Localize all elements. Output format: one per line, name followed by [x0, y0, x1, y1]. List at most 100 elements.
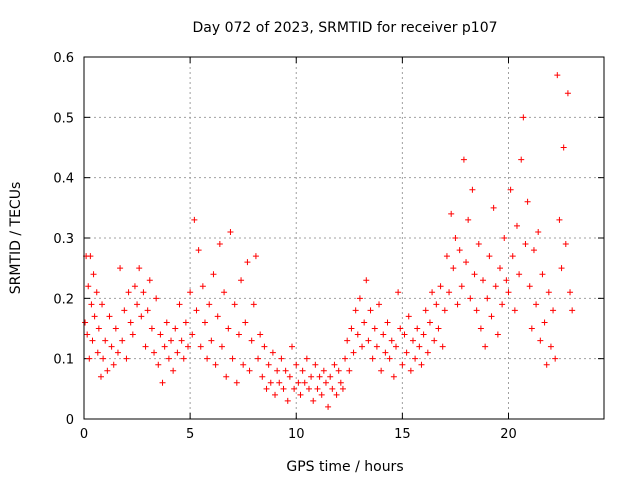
data-point — [569, 307, 576, 314]
data-point — [185, 343, 191, 350]
data-point — [390, 373, 397, 380]
data-point — [110, 361, 117, 368]
data-point — [89, 337, 96, 344]
data-point — [325, 403, 332, 410]
data-point — [310, 397, 317, 404]
data-point — [520, 114, 527, 121]
data-point — [138, 313, 145, 320]
data-point — [308, 373, 315, 380]
data-point — [278, 355, 285, 362]
y-tick-label: 0.1 — [53, 353, 74, 368]
data-point — [250, 301, 257, 308]
data-point — [134, 301, 141, 308]
data-point — [272, 391, 279, 398]
data-point — [280, 385, 287, 392]
data-point — [305, 385, 312, 392]
data-point — [206, 301, 213, 308]
data-point — [125, 289, 132, 296]
data-point — [320, 367, 327, 374]
data-point — [329, 385, 336, 392]
data-point — [422, 307, 429, 314]
y-tick-label: 0 — [66, 413, 74, 428]
data-point — [100, 355, 107, 362]
data-point — [301, 379, 308, 386]
data-point — [376, 301, 383, 308]
data-point — [327, 373, 334, 380]
chart-title: Day 072 of 2023, SRMTID for receiver p10… — [192, 20, 497, 36]
data-point — [246, 367, 253, 374]
data-point — [193, 307, 200, 314]
data-point — [153, 295, 160, 302]
x-tick-label: 20 — [500, 427, 517, 442]
data-point — [225, 325, 232, 332]
data-point — [112, 325, 119, 332]
data-point — [146, 277, 153, 284]
data-point — [87, 253, 94, 260]
data-point — [486, 253, 493, 260]
data-point — [242, 319, 249, 326]
data-point — [414, 325, 421, 332]
data-point — [369, 355, 376, 362]
data-point — [469, 186, 476, 193]
data-point — [378, 367, 385, 374]
data-point — [212, 361, 219, 368]
data-point — [342, 355, 349, 362]
data-point — [172, 325, 179, 332]
data-point — [443, 253, 450, 260]
data-point — [480, 277, 487, 284]
data-point — [348, 325, 355, 332]
data-point — [416, 343, 423, 350]
data-point — [558, 265, 565, 272]
data-point — [530, 247, 537, 254]
data-point — [477, 325, 484, 332]
data-point — [359, 343, 366, 350]
data-point — [337, 379, 344, 386]
data-point — [117, 265, 124, 272]
data-point — [516, 271, 523, 278]
data-point — [168, 337, 175, 344]
data-point — [533, 301, 540, 308]
data-point — [257, 331, 264, 338]
data-point — [91, 313, 98, 320]
data-point — [123, 355, 130, 362]
data-point — [522, 241, 529, 248]
data-point — [170, 367, 177, 374]
y-tick-label: 0.2 — [53, 292, 74, 307]
data-point — [322, 379, 329, 386]
data-point — [276, 379, 283, 386]
data-point — [363, 277, 370, 284]
data-points — [82, 72, 576, 410]
x-tick-label: 15 — [394, 427, 411, 442]
data-point — [286, 373, 293, 380]
data-point — [102, 337, 109, 344]
data-point — [84, 331, 91, 338]
data-point — [386, 355, 393, 362]
data-point — [161, 343, 168, 350]
data-point — [509, 253, 516, 260]
data-point — [159, 379, 166, 386]
data-point — [284, 397, 291, 404]
data-point — [248, 337, 255, 344]
data-point — [550, 307, 557, 314]
x-tick-label: 0 — [80, 427, 88, 442]
data-point — [437, 283, 444, 290]
data-point — [174, 349, 181, 356]
data-point — [535, 228, 542, 235]
data-point — [178, 337, 185, 344]
data-point — [460, 156, 467, 163]
data-point — [454, 301, 461, 308]
data-point — [354, 331, 361, 338]
data-point — [412, 355, 419, 362]
data-point — [539, 271, 546, 278]
data-point — [490, 204, 497, 211]
data-point — [441, 307, 448, 314]
data-point — [240, 361, 247, 368]
data-point — [187, 289, 194, 296]
data-point — [299, 367, 306, 374]
data-point — [503, 277, 510, 284]
data-point — [418, 361, 425, 368]
data-point — [151, 349, 158, 356]
data-point — [199, 283, 206, 290]
data-point — [195, 247, 202, 254]
